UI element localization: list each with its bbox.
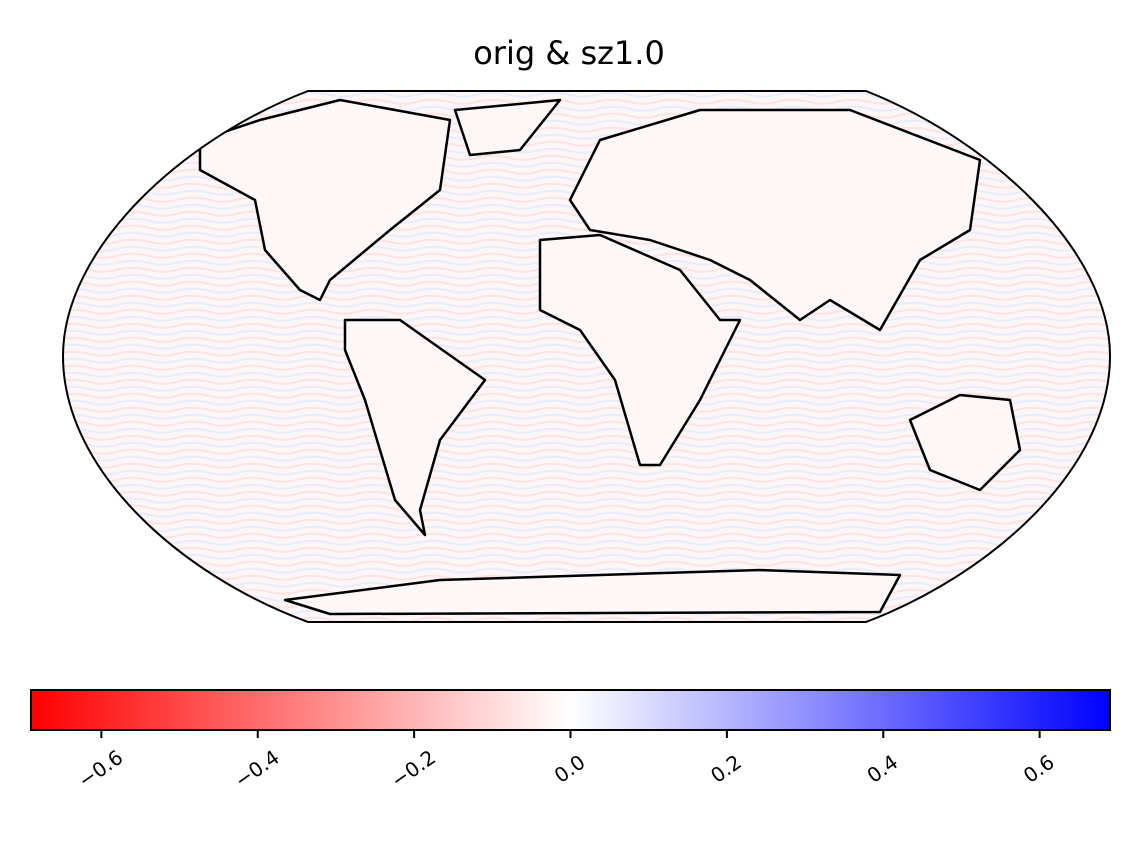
coastline (198, 98, 452, 302)
coastline (568, 108, 982, 332)
map-frame (61, 90, 1112, 623)
coastline (538, 233, 742, 467)
x-tick-label: 0.0 (550, 750, 590, 788)
x-tick-label: 0.6 (1019, 750, 1059, 788)
x-tick-label: −0.2 (386, 745, 440, 793)
colorbar (30, 689, 1111, 731)
coastline (283, 568, 902, 616)
x-tick-label: −0.6 (74, 745, 128, 793)
coastline (908, 393, 1022, 492)
x-tick-label: −0.4 (230, 745, 284, 793)
x-tick-label: 0.4 (862, 750, 902, 788)
coastline (343, 318, 487, 537)
title: orig & sz1.0 (473, 34, 665, 72)
map (63, 91, 1110, 622)
x-tick-label: 0.2 (706, 750, 746, 788)
coastline (453, 98, 562, 157)
